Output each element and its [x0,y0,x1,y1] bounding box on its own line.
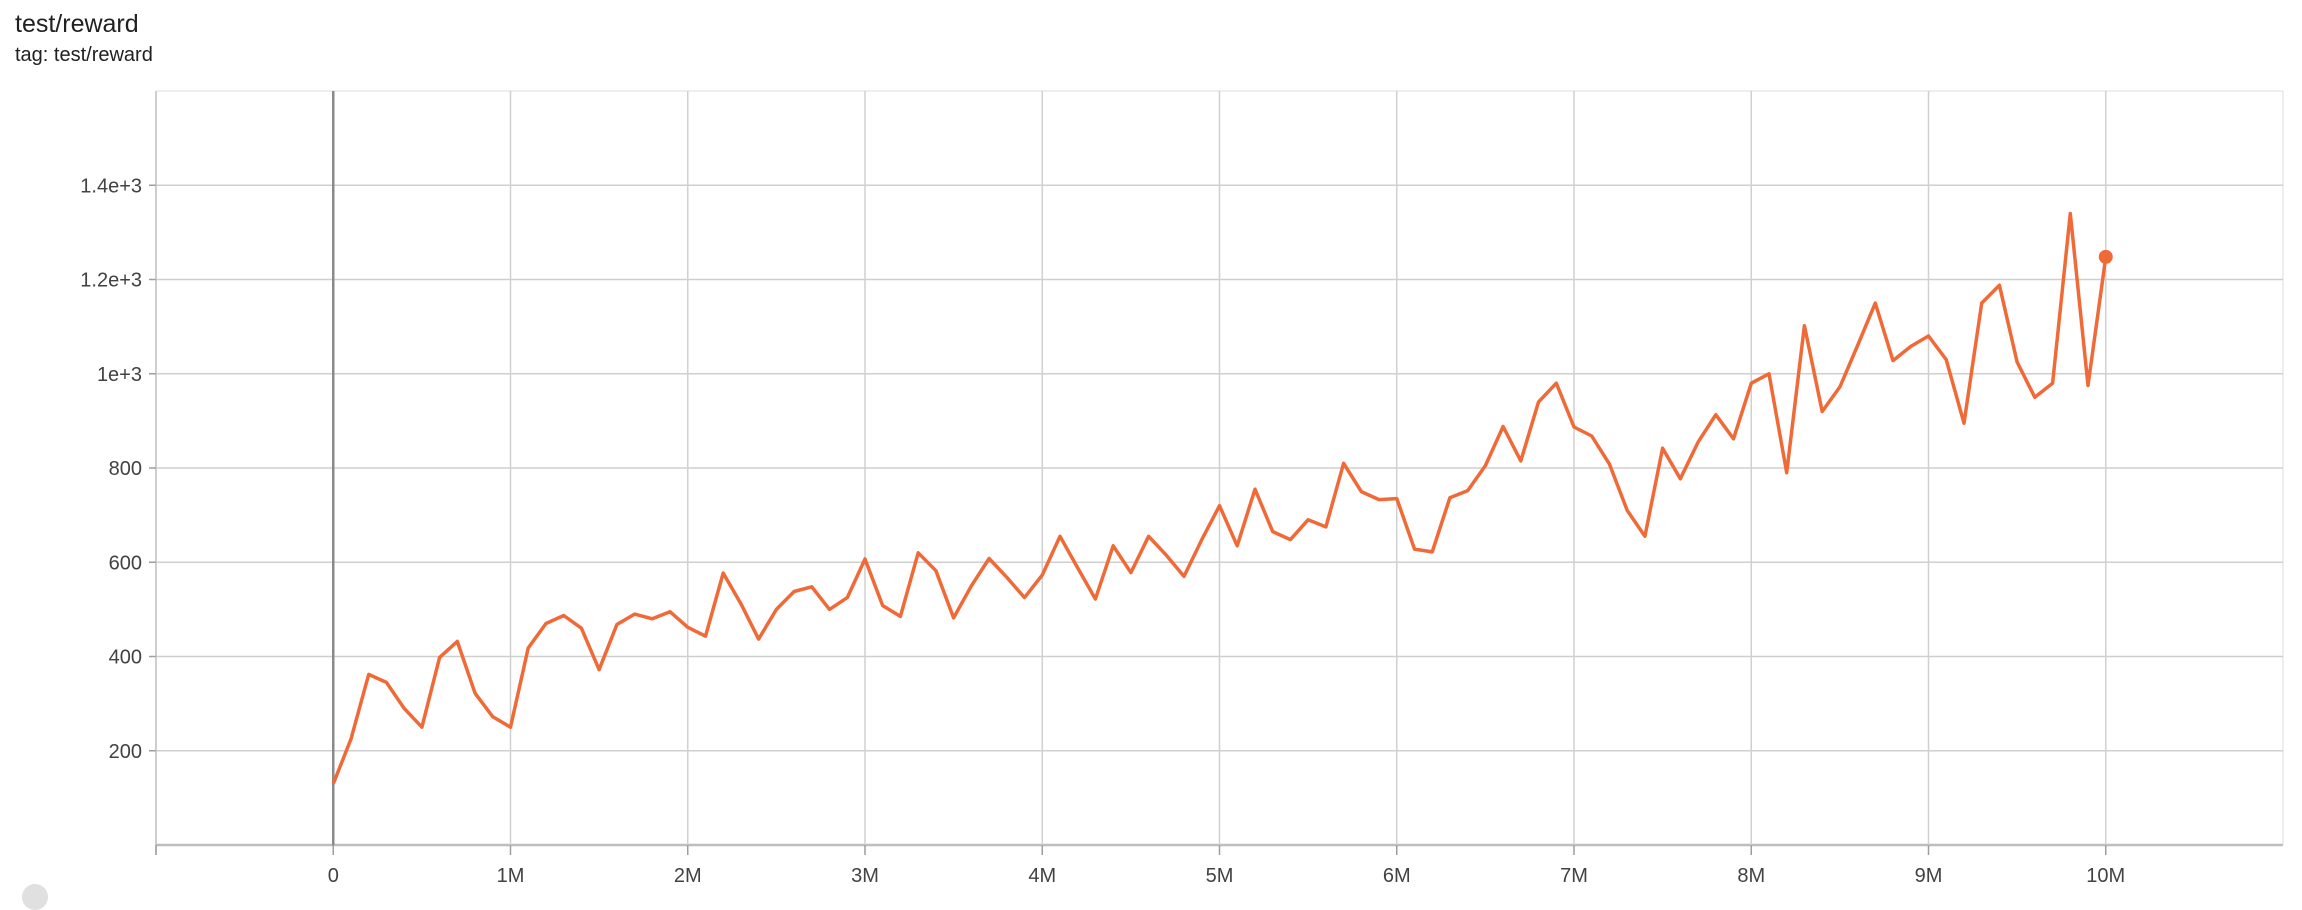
y-tick-label: 1e+3 [97,364,142,386]
series-line [331,211,2108,785]
x-tick-label: 7M [1560,865,1588,887]
y-tick-label: 1.4e+3 [80,175,142,197]
y-tick-label: 200 [109,741,142,763]
y-tick-label: 600 [109,552,142,574]
x-tick-label: 1M [497,865,525,887]
chart-title: test/reward [15,10,139,38]
x-tick-label: 0 [328,865,339,887]
y-tick-label: 400 [109,647,142,669]
y-tick-label: 800 [109,458,142,480]
corner-button[interactable] [22,884,48,910]
x-tick-label: 2M [674,865,702,887]
chart-tag: tag: test/reward [15,44,153,66]
x-tick-label: 6M [1383,865,1411,887]
y-tick-label: 1.2e+3 [80,270,142,292]
x-tick-label: 9M [1915,865,1943,887]
x-tick-label: 4M [1028,865,1056,887]
x-tick-label: 8M [1737,865,1765,887]
x-tick-label: 5M [1206,865,1234,887]
x-tick-label: 10M [2086,865,2125,887]
x-tick-label: 3M [851,865,879,887]
last-point-marker [2098,249,2113,264]
